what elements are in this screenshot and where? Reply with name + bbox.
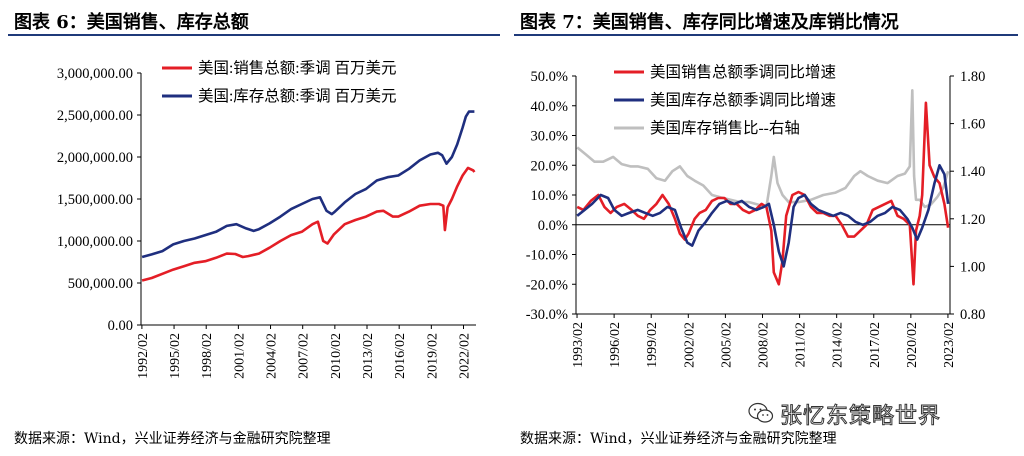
left-chart-title: 图表 6：美国销售、库存总额 [14,12,249,33]
left-x-tick-label: 2001/02 [232,333,247,379]
left-title-rule [8,34,500,36]
right-y-tick-label: 40.0% [531,99,568,115]
left-y-tick-label: 2,500,000.00 [57,108,133,124]
right-series-line-1 [576,164,950,268]
left-series-line-1 [141,110,475,259]
left-x-tick-label: 2004/02 [265,333,280,379]
left-x-tick-label: 2010/02 [329,333,344,379]
right-x-tick-label: 1999/02 [645,322,660,368]
wechat-icon [748,402,774,423]
right-x-tick-label: 2002/02 [682,322,697,368]
right-x-tick-label: 2008/02 [756,322,771,368]
left-y-tick-label: 500,000.00 [68,276,133,292]
left-x-tick-label: 2013/02 [361,333,376,379]
left-x-tick-label: 2007/02 [297,333,312,379]
right-x-tick-label: 1993/02 [571,322,586,368]
right-legend-label: 美国库存总额季调同比增速 [650,91,836,109]
right-x-tick-label: 2005/02 [719,322,734,368]
right-y-tick-label: 0.0% [538,218,568,234]
left-chart-source: 数据来源：Wind，兴业证券经济与金融研究院整理 [14,431,331,447]
right-y2-tick-label: 1.60 [960,117,985,133]
left-series-line-0 [141,166,476,282]
right-x-tick-label: 2011/02 [794,322,809,367]
right-y2-tick-label: 1.40 [960,164,985,180]
watermark-text: 张忆东策略世界 [779,404,942,430]
right-y-tick-label: 30.0% [531,129,568,145]
right-y2-tick-label: 0.80 [960,307,985,323]
left-legend-label: 美国:库存总额:季调 百万美元 [198,87,397,105]
left-x-tick-label: 1992/02 [136,333,151,379]
left-legend-label: 美国:销售总额:季调 百万美元 [198,59,397,77]
left-y-tick-label: 3,000,000.00 [57,66,133,82]
right-y2-tick-label: 1.00 [960,259,985,275]
right-y2-tick-label: 1.80 [960,69,985,85]
right-y-tick-label: -20.0% [526,277,568,293]
right-chart-source: 数据来源：Wind，兴业证券经济与金融研究院整理 [520,431,837,447]
right-series-line-0 [576,101,950,286]
left-line-chart: 0.00 500,000.00 1,000,000.00 1,500,000.00 2,… [57,59,476,379]
left-x-tick-label: 1995/02 [168,333,183,379]
left-y-tick-label: 2,000,000.00 [57,150,133,166]
right-y2-tick-label: 1.20 [960,212,985,228]
left-panel: 图表 6：美国销售、库存总额 0.00 500,000.00 1,000,000.0… [0,0,506,456]
right-legend-label: 美国库存销售比--右轴 [650,119,800,137]
right-x-tick-label: 2023/02 [942,322,957,368]
right-x-tick-label: 2014/02 [831,322,846,368]
left-x-tick-label: 2022/02 [457,333,472,379]
left-y-tick-label: 1,000,000.00 [57,234,133,250]
right-y-tick-label: -10.0% [526,248,568,264]
right-panel: 图表 7：美国销售、库存同比增速及库销比情况 -30.0% -20.0% -10.0… [506,0,1024,456]
right-x-tick-label: 1996/02 [608,322,623,368]
right-line-chart: -30.0% -20.0% -10.0% 0.0% 10.0% 20.0% 30.0% 40.… [526,63,986,368]
right-title-rule [514,34,1018,36]
right-y-tick-label: 20.0% [531,158,568,174]
right-x-tick-label: 2020/02 [905,322,920,368]
right-series-line-2 [576,89,950,209]
right-x-tick-label: 2017/02 [868,322,883,368]
left-x-tick-label: 1998/02 [200,333,215,379]
left-y-tick-label: 0.00 [108,318,133,334]
right-y-tick-label: 10.0% [531,188,568,204]
right-y-tick-label: 50.0% [531,69,568,85]
left-x-tick-label: 2016/02 [393,333,408,379]
right-chart-title: 图表 7：美国销售、库存同比增速及库销比情况 [520,12,899,33]
right-y-tick-label: -30.0% [526,307,568,323]
left-x-tick-label: 2019/02 [425,333,440,379]
right-legend-label: 美国销售总额季调同比增速 [650,63,836,81]
left-y-tick-label: 1,500,000.00 [57,192,133,208]
